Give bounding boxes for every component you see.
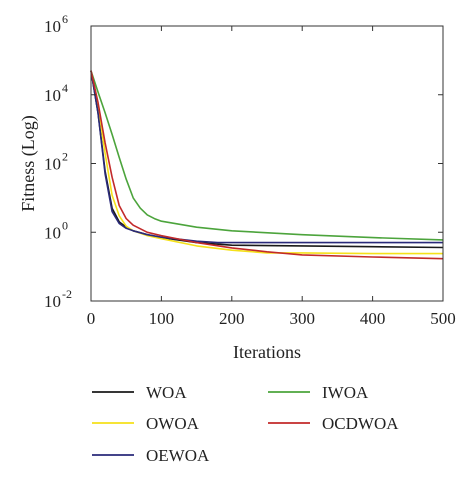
y-tick-label: 10 <box>44 155 61 174</box>
plot-frame <box>90 25 444 302</box>
y-tick-label: 10 <box>44 223 61 242</box>
legend-label: WOA <box>146 383 187 402</box>
x-tick-label: 100 <box>149 309 175 328</box>
series-layer <box>90 70 444 260</box>
x-tick-label: 500 <box>430 309 456 328</box>
series-line-oewoa <box>90 70 443 244</box>
legend-label: OCDWOA <box>322 414 399 433</box>
y-tick-exponent: -2 <box>62 287 72 301</box>
legend-label: OEWOA <box>146 446 210 465</box>
legend-item-woa: WOA <box>92 383 187 402</box>
y-tick-label: 10 <box>44 17 61 36</box>
y-axis-label: Fitness (Log) <box>18 115 39 212</box>
series-line-ocdwoa <box>90 70 444 260</box>
legend-item-ocdwoa: OCDWOA <box>268 414 399 433</box>
series-line-owoa <box>90 70 443 255</box>
x-tick-label: 400 <box>360 309 386 328</box>
legend: WOA IWOA OWOA OCDWOA OEWOA <box>92 383 399 465</box>
series-line-iwoa <box>90 70 444 241</box>
y-tick-exponent: 2 <box>62 150 68 164</box>
y-tick-label: 10 <box>44 292 61 311</box>
x-tick-label: 0 <box>87 309 96 328</box>
legend-label: OWOA <box>146 414 200 433</box>
legend-item-oewoa: OEWOA <box>92 446 210 465</box>
y-tick-label: 10 <box>44 86 61 105</box>
x-tick-label: 200 <box>219 309 245 328</box>
series-line-woa <box>90 70 444 249</box>
y-tick-exponent: 6 <box>62 12 68 26</box>
x-tick-label: 300 <box>289 309 315 328</box>
y-tick-exponent: 4 <box>62 81 68 95</box>
legend-item-owoa: OWOA <box>92 414 200 433</box>
legend-label: IWOA <box>322 383 369 402</box>
legend-item-iwoa: IWOA <box>268 383 369 402</box>
y-tick-exponent: 0 <box>62 218 68 232</box>
x-axis-label: Iterations <box>233 342 301 362</box>
